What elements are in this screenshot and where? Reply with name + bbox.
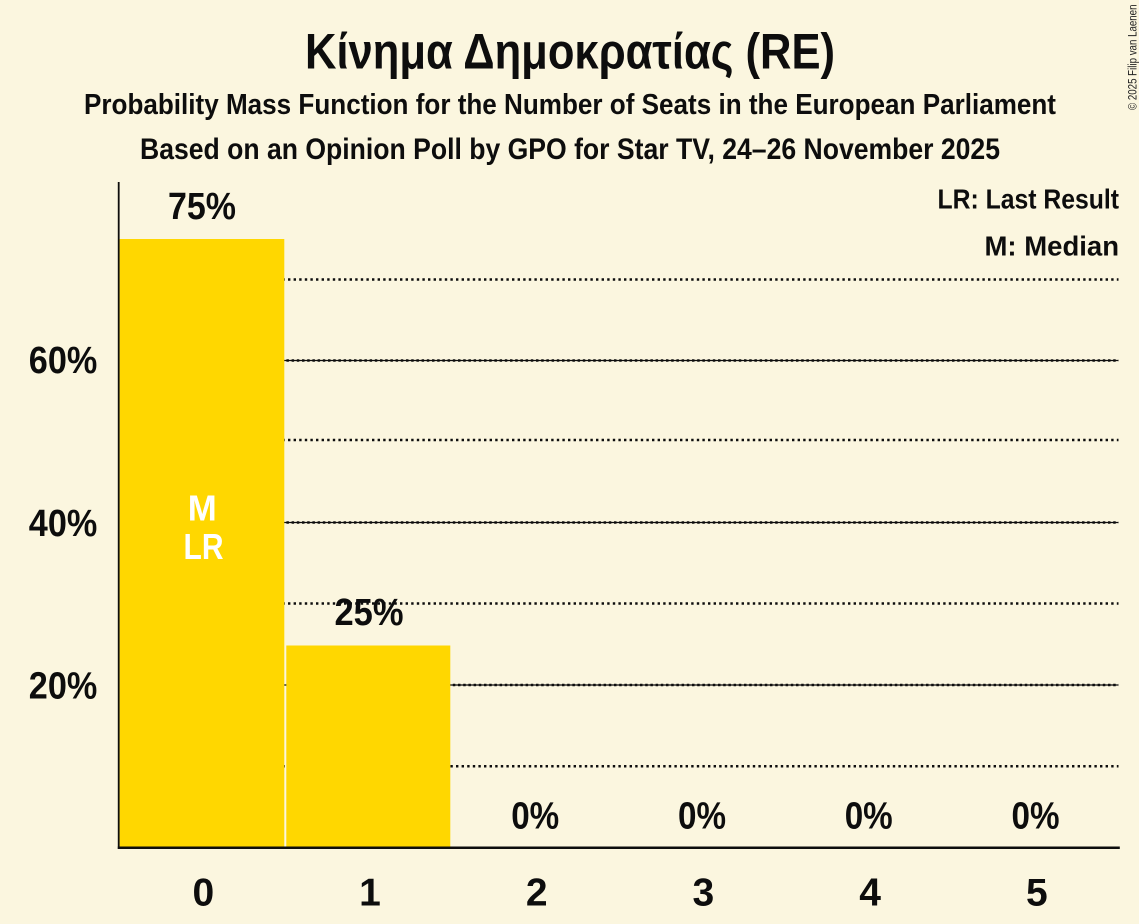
svg-text:0%: 0% <box>1012 796 1060 838</box>
svg-text:Κίνημα Δημοκρατίας (RE): Κίνημα Δημοκρατίας (RE) <box>305 24 835 80</box>
svg-text:4: 4 <box>859 871 881 914</box>
svg-text:5: 5 <box>1026 871 1048 914</box>
svg-text:© 2025 Filip van Laenen: © 2025 Filip van Laenen <box>1128 5 1139 111</box>
svg-text:60%: 60% <box>29 340 98 382</box>
svg-text:0%: 0% <box>845 796 893 838</box>
svg-text:0%: 0% <box>678 796 726 838</box>
svg-text:2: 2 <box>526 871 548 914</box>
svg-text:LR: Last Result: LR: Last Result <box>938 184 1120 215</box>
svg-text:Based on an Opinion Poll by GP: Based on an Opinion Poll by GPO for Star… <box>140 133 1000 166</box>
svg-text:40%: 40% <box>29 503 98 545</box>
svg-text:0%: 0% <box>511 796 559 838</box>
svg-text:M: Median: M: Median <box>985 231 1120 262</box>
svg-text:0: 0 <box>192 871 214 914</box>
svg-text:25%: 25% <box>335 592 404 634</box>
svg-text:3: 3 <box>693 871 715 914</box>
svg-text:20%: 20% <box>29 666 98 708</box>
svg-text:LR: LR <box>184 526 224 567</box>
svg-text:75%: 75% <box>168 186 236 228</box>
svg-text:Probability Mass Function for: Probability Mass Function for the Number… <box>84 89 1056 121</box>
svg-text:1: 1 <box>359 871 381 914</box>
svg-text:M: M <box>188 488 217 529</box>
